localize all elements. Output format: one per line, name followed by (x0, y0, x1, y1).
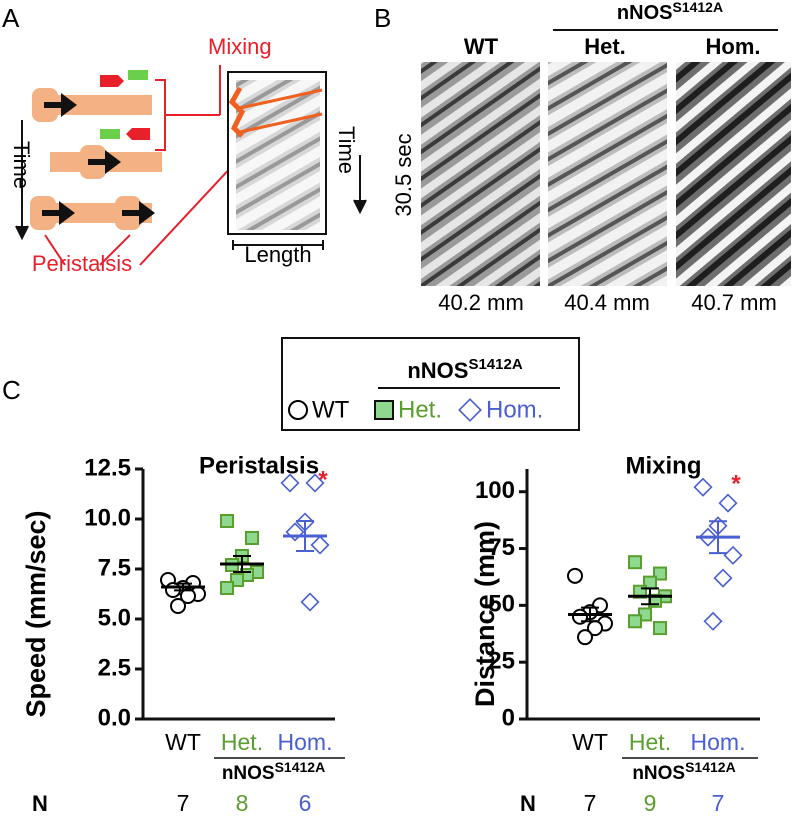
annotation: * (318, 466, 328, 493)
time-scale: 30.5 sec (391, 133, 416, 216)
kymograph (676, 62, 791, 286)
x-tick-label: Het. (629, 729, 671, 755)
x-tick-label: WT (572, 729, 608, 755)
mixing-label: Mixing (208, 34, 272, 59)
data-point (653, 621, 667, 636)
y-tick-label: 0 (502, 704, 515, 731)
legend-entry: WT (312, 396, 350, 423)
group-label: nNOSS1412A (632, 759, 735, 784)
data-point (300, 592, 320, 612)
n-value: 7 (177, 790, 190, 816)
x-tick-label: Hom. (278, 729, 333, 755)
y-axis-title: Speed (mm/sec) (21, 510, 51, 717)
y-tick-label: 75 (488, 534, 515, 561)
y-tick-label: 7.5 (98, 554, 131, 581)
x-tick-label: Hom. (691, 729, 746, 755)
group-label: nNOSS1412A (222, 759, 325, 784)
group-label: nNOSS1412A (617, 0, 723, 24)
error-bar (174, 582, 192, 592)
chart-title: Mixing (626, 452, 702, 479)
schematic (15, 65, 367, 266)
legend-title-main: nNOS (407, 358, 468, 383)
y-tick-label: 0.0 (98, 704, 131, 731)
kymograph (548, 62, 667, 286)
x-tick-label: WT (165, 729, 201, 755)
data-point (280, 473, 300, 493)
group-name: nNOS (617, 2, 673, 24)
data-point (703, 611, 723, 631)
legend-box (281, 337, 580, 431)
column-label: Hom. (706, 34, 761, 59)
time-label: Time (9, 141, 34, 189)
n-value: 6 (299, 790, 312, 816)
data-point (285, 522, 305, 542)
data-point (180, 588, 196, 604)
n-label: N (32, 791, 48, 816)
data-point (628, 555, 642, 570)
error-bar (296, 520, 314, 552)
legend-marker (374, 400, 394, 420)
legend-marker (458, 398, 482, 422)
legend-entry: Hom. (486, 396, 543, 423)
data-point (693, 477, 713, 497)
length-scale: 40.7 mm (691, 290, 777, 315)
column-label: WT (464, 34, 499, 59)
group-name: nNOS (222, 763, 275, 784)
data-point (567, 567, 583, 584)
chart-title: Peristalsis (199, 452, 319, 479)
kymograph (421, 62, 540, 286)
legend-entry: Het. (398, 396, 442, 423)
data-point (220, 514, 234, 528)
legend-title: nNOSS1412A (407, 356, 522, 383)
legend: WT Het. Hom. (288, 396, 543, 423)
length-label: Length (244, 242, 311, 267)
n-value: 7 (712, 790, 725, 816)
n-value: 8 (236, 790, 249, 816)
data-point (305, 473, 325, 493)
data-point (220, 581, 234, 595)
peristalsis-label: Peristalsis (32, 251, 132, 276)
panel-label: A (2, 3, 20, 33)
x-tick-label: Het. (221, 729, 263, 755)
charts: 0.0 2.5 5.0 7.5 10.0 12.5 Peristalsis Speed (mm… (21, 452, 760, 816)
y-tick-label: 10.0 (84, 504, 131, 531)
legend-title-sup: S1412A (468, 356, 522, 373)
error-bar (641, 587, 659, 606)
y-tick-label: 50 (488, 591, 515, 618)
y-tick-label: 12.5 (84, 454, 131, 481)
group-sup: S1412A (275, 759, 326, 775)
time-label: Time (334, 126, 359, 174)
n-label: N (520, 791, 536, 816)
data-point (723, 545, 743, 565)
error-bar (709, 520, 727, 555)
length-scale: 40.4 mm (564, 290, 650, 315)
group-sup: S1412A (672, 0, 723, 15)
y-tick-label: 5.0 (98, 604, 131, 631)
group-sup: S1412A (685, 759, 736, 775)
error-bar (581, 606, 599, 623)
column-label: Het. (584, 34, 626, 59)
y-tick-label: 2.5 (98, 654, 131, 681)
panel-label: C (2, 375, 21, 405)
data-point (170, 598, 186, 614)
error-bar (233, 555, 251, 573)
data-point (245, 531, 259, 545)
data-point (310, 535, 330, 555)
data-point (713, 568, 733, 588)
data-point (577, 629, 593, 646)
y-tick-label: 100 (475, 477, 515, 504)
legend-marker (288, 400, 308, 420)
length-scale: 40.2 mm (438, 290, 524, 315)
n-value: 7 (584, 790, 597, 816)
panel-label: B (374, 3, 391, 33)
n-value: 9 (644, 790, 657, 816)
data-point (628, 614, 642, 629)
group-name: nNOS (632, 763, 685, 784)
annotation: * (731, 471, 741, 498)
y-tick-label: 25 (488, 648, 515, 675)
y-axis-title: Distance (mm) (470, 521, 500, 707)
data-point (718, 493, 738, 513)
